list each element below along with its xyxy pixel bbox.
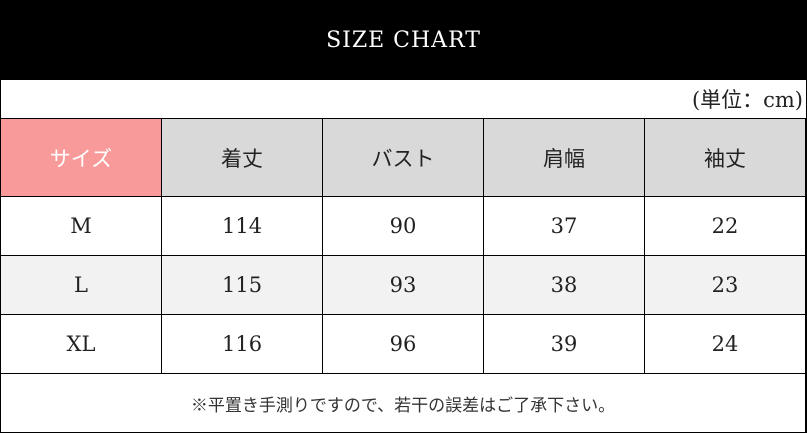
cell: 39 xyxy=(483,314,645,374)
cell: 114 xyxy=(160,196,324,256)
cell: 22 xyxy=(644,196,806,256)
header-size: サイズ xyxy=(0,118,162,197)
cell: 37 xyxy=(483,196,645,256)
cell: 90 xyxy=(322,196,485,256)
table-row: M 114 90 37 22 xyxy=(0,196,806,256)
header-sleeve: 袖丈 xyxy=(644,118,806,197)
size-table: サイズ 着丈 バスト 肩幅 袖丈 M 114 90 37 22 L 115 93… xyxy=(0,118,806,433)
cell: 116 xyxy=(160,314,324,374)
header-shoulder: 肩幅 xyxy=(483,118,645,197)
cell: 38 xyxy=(483,255,645,315)
cell: 24 xyxy=(644,314,806,374)
table-row: XL 116 96 39 24 xyxy=(0,314,806,374)
cell: 23 xyxy=(644,255,806,315)
cell: 115 xyxy=(160,255,324,315)
unit-label: (単位：cm) xyxy=(691,88,803,112)
note-row: ※平置き手測りですので、若干の誤差はご了承下さい。 xyxy=(0,373,806,433)
measurement-note: ※平置き手測りですので、若干の誤差はご了承下さい。 xyxy=(0,373,806,433)
cell: XL xyxy=(0,314,162,374)
header-bust: バスト xyxy=(322,118,485,197)
cell: L xyxy=(0,255,162,315)
header-length: 着丈 xyxy=(160,118,324,197)
header-row: サイズ 着丈 バスト 肩幅 袖丈 xyxy=(0,118,806,197)
cell: 96 xyxy=(322,314,485,374)
cell: M xyxy=(0,196,162,256)
chart-title: SIZE CHART xyxy=(0,0,807,80)
table-row: L 115 93 38 23 xyxy=(0,255,806,315)
cell: 93 xyxy=(322,255,485,315)
